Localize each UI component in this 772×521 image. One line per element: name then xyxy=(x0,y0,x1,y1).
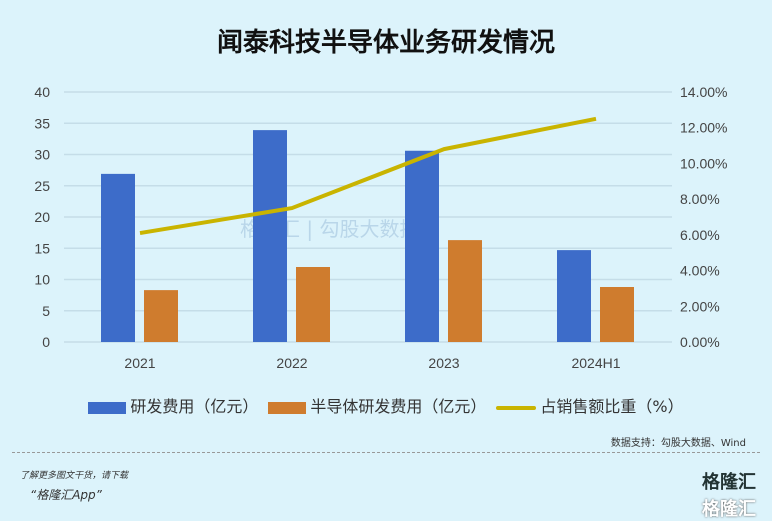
promo-text: 了解更多图文干货，请下载 xyxy=(20,468,128,481)
bar-rd xyxy=(101,174,135,342)
y2-tick-label: 8.00% xyxy=(680,191,720,207)
y2-tick-label: 6.00% xyxy=(680,227,720,243)
legend: 研发费用（亿元） 半导体研发费用（亿元） 占销售额比重（%） xyxy=(0,393,772,417)
promo-app: “格隆汇App” xyxy=(30,486,102,503)
bar-semi-rd xyxy=(600,287,634,342)
legend-item-ratio: 占销售额比重（%） xyxy=(496,393,683,417)
y2-tick-label: 14.00% xyxy=(680,84,727,100)
y2-tick-label: 4.00% xyxy=(680,263,720,279)
source-note: 数据支持：勾股大数据、Wind xyxy=(611,434,746,449)
y-tick-label: 20 xyxy=(34,209,50,225)
logo-watermark: 格隆汇 xyxy=(702,495,756,521)
y-tick-label: 40 xyxy=(34,84,50,100)
legend-item-semi-rd: 半导体研发费用（亿元） xyxy=(268,393,486,417)
ratio-line xyxy=(140,119,596,233)
x-tick-label: 2023 xyxy=(428,355,459,371)
bar-semi-rd xyxy=(144,290,178,342)
y2-tick-label: 10.00% xyxy=(680,155,727,171)
x-tick-label: 2021 xyxy=(124,355,155,371)
legend-label: 占销售额比重（%） xyxy=(540,397,683,416)
y-tick-label: 5 xyxy=(42,303,50,319)
y2-tick-label: 2.00% xyxy=(680,298,720,314)
legend-swatch-blue xyxy=(88,402,126,414)
bar-semi-rd xyxy=(448,240,482,342)
legend-swatch-line xyxy=(496,406,536,410)
divider xyxy=(12,452,760,453)
bar-rd xyxy=(253,130,287,342)
legend-label: 半导体研发费用（亿元） xyxy=(310,397,486,416)
y-tick-label: 10 xyxy=(34,272,50,288)
logo: 格隆汇 xyxy=(702,468,756,494)
y2-tick-label: 0.00% xyxy=(680,334,720,350)
legend-swatch-orange xyxy=(268,402,306,414)
y-tick-label: 30 xyxy=(34,147,50,163)
y-tick-label: 15 xyxy=(34,240,50,256)
y-tick-label: 0 xyxy=(42,334,50,350)
y-tick-label: 35 xyxy=(34,115,50,131)
chart: 0 5 10 15 20 25 30 35 40 0.00% 2.00% 4.00% 6.00% 8.00… xyxy=(0,0,772,380)
bar-rd xyxy=(405,151,439,342)
x-tick-label: 2024H1 xyxy=(571,355,620,371)
y-tick-label: 25 xyxy=(34,178,50,194)
bar-rd xyxy=(557,250,591,342)
y2-tick-label: 12.00% xyxy=(680,120,727,136)
legend-label: 研发费用（亿元） xyxy=(130,397,258,416)
bar-semi-rd xyxy=(296,267,330,342)
legend-item-rd: 研发费用（亿元） xyxy=(88,393,258,417)
x-tick-label: 2022 xyxy=(276,355,307,371)
